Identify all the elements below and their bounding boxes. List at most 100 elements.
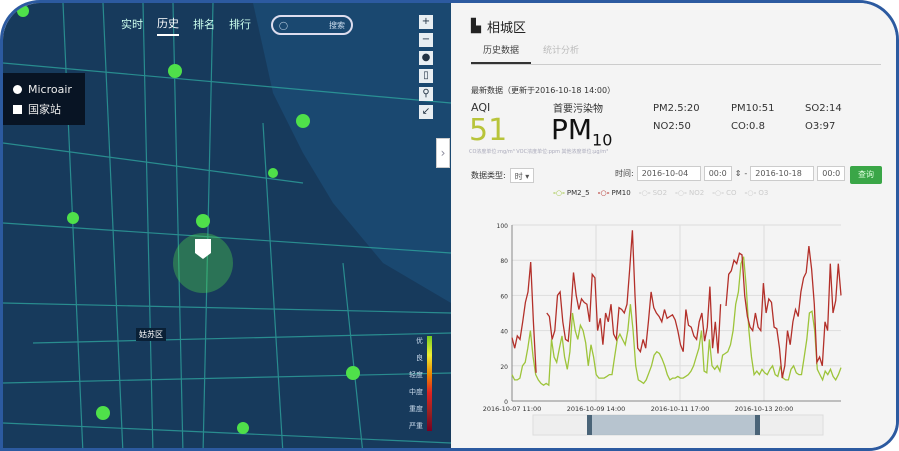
map-controls: + − ● ▯ ⚲ ↙ [419, 15, 433, 119]
legend-o3[interactable]: -○- O3 [744, 189, 769, 197]
legend-pm2_5[interactable]: -○- PM2_5 [553, 189, 590, 197]
legend-label: NO2 [688, 189, 705, 197]
zoom-in-button[interactable]: + [419, 15, 433, 29]
search-placeholder: 搜索 [329, 20, 345, 30]
data-type-value: 时 [514, 172, 523, 181]
district-label: 姑苏区 [136, 328, 166, 341]
pollutant-sub: 10 [592, 130, 613, 150]
legend-label: 国家站 [28, 103, 61, 116]
query-button[interactable]: 查询 [850, 166, 882, 184]
legend-label: PM10 [611, 189, 631, 197]
legend-label: SO2 [652, 189, 668, 197]
tab-statistics[interactable]: 统计分析 [543, 46, 580, 56]
map-nav: 实时 历史 排名 排行 [121, 15, 251, 36]
primary-pollutant-label: 首要污染物 [553, 104, 603, 115]
start-date-input[interactable]: 2016-10-04 [636, 166, 701, 181]
pollutant-main: PM [551, 113, 593, 146]
aqi-scale-labels: 优 良 轻度 中度 重度 严重 [403, 336, 423, 431]
tab-history[interactable]: 历史数据 [471, 43, 532, 64]
metric-o3: O3:97 [805, 121, 836, 132]
range-slider-handle[interactable] [755, 415, 760, 435]
time-range: 时间: 2016-10-04 00:0 ⇕- 2016-10-18 00:0 ⇕ [615, 166, 855, 181]
scale-label: 优 [416, 337, 423, 345]
nav-ranking[interactable]: 排名 [193, 18, 215, 31]
metric-pm10: PM10:51 [731, 103, 775, 114]
legend-microair[interactable]: Microair [13, 79, 75, 99]
scale-label: 严重 [409, 422, 423, 430]
layer-icon[interactable]: ● [419, 51, 433, 65]
scale-label: 轻度 [409, 371, 423, 379]
x-tick-label: 2016-10-11 17:00 [651, 405, 710, 413]
lake [253, 3, 451, 303]
end-date-input[interactable]: 2016-10-18 [750, 166, 815, 181]
time-label: 时间: [615, 169, 634, 178]
selected-station-marker[interactable] [195, 239, 211, 259]
panel-toggle-button[interactable]: › [436, 138, 450, 168]
panel-title: ▙ 相城区 [471, 17, 526, 36]
range-slider-selection [589, 415, 757, 435]
range-slider-handle[interactable] [587, 415, 592, 435]
aqi-value: 51 [469, 113, 508, 148]
station-glows [17, 5, 360, 434]
time-spinner[interactable]: ⇕ [734, 169, 742, 178]
history-chart: 0 20 40 60 80 100 2016-10-07 11:00 2016-10-09 1… [483, 223, 842, 436]
metric-co: CO:0.8 [731, 121, 765, 132]
aqi-label: AQI [471, 101, 491, 114]
nav-list[interactable]: 排行 [229, 18, 251, 31]
legend-pm10[interactable]: -○- PM10 [597, 189, 631, 197]
y-tick-label: 20 [500, 364, 508, 371]
station-legend: Microair 国家站 [3, 73, 85, 125]
primary-pollutant: PM10 [551, 113, 612, 150]
search-input[interactable]: ◯ 搜索 [271, 15, 353, 35]
circle-icon [13, 84, 22, 94]
units-note: CO浓度单位:mg/m³ VOC浓度单位:ppm 其他浓度单位:μg/m³ [469, 149, 609, 155]
legend-national[interactable]: 国家站 [13, 99, 75, 119]
data-type: 数据类型: 时 ▾ [471, 168, 535, 183]
x-tick-label: 2016-10-13 20:00 [735, 405, 794, 413]
collapse-icon[interactable]: ↙ [419, 105, 433, 119]
y-tick-label: 100 [497, 223, 509, 230]
metric-no2: NO2:50 [653, 121, 691, 132]
update-time: 最新数据（更新于2016-10-18 14:00） [471, 86, 616, 95]
series-line-pm10 [511, 230, 842, 379]
scale-label: 良 [416, 354, 423, 362]
series-legend: -○- PM2_5 -○- PM10 -○- SO2 -○- NO2 -○- CO -○- O3 [553, 189, 768, 197]
legend-no2[interactable]: -○- NO2 [675, 189, 705, 197]
map-view[interactable]: 实时 历史 排名 排行 ◯ 搜索 + − ● ▯ ⚲ ↙ Microair 国家… [3, 3, 451, 448]
station-name: 相城区 [487, 21, 527, 36]
legend-label: Microair [28, 82, 72, 96]
panel-tabs: 历史数据 统计分析 [471, 43, 881, 65]
metric-pm25: PM2.5:20 [653, 103, 700, 114]
scale-label: 重度 [409, 405, 423, 413]
start-time-input[interactable]: 00:0 [703, 166, 732, 181]
zoom-out-button[interactable]: − [419, 33, 433, 47]
device-icon[interactable]: ▯ [419, 69, 433, 83]
data-type-select[interactable]: 时 ▾ [509, 168, 535, 183]
end-time-input[interactable]: 00:0 [817, 166, 846, 181]
nav-history[interactable]: 历史 [157, 15, 179, 36]
range-dash: - [744, 169, 748, 178]
metric-so2: SO2:14 [805, 103, 842, 114]
legend-label: PM2_5 [566, 189, 590, 197]
series-line-pm2_5 [511, 256, 842, 387]
search-icon: ◯ [279, 20, 288, 30]
y-tick-label: 60 [500, 293, 508, 300]
legend-so2[interactable]: -○- SO2 [638, 189, 668, 197]
legend-label: CO [726, 189, 737, 197]
y-tick-label: 80 [500, 258, 508, 265]
data-type-label: 数据类型: [471, 171, 506, 180]
scale-label: 中度 [409, 388, 423, 396]
aqi-color-scale [427, 336, 432, 431]
location-icon[interactable]: ⚲ [419, 87, 433, 101]
legend-co[interactable]: -○- CO [712, 189, 737, 197]
roads [3, 3, 451, 448]
x-tick-label: 2016-10-09 14:00 [567, 405, 626, 413]
legend-label: O3 [758, 189, 769, 197]
y-tick-label: 40 [500, 329, 508, 336]
y-tick-label: 0 [504, 399, 508, 406]
square-icon [13, 104, 22, 114]
nav-realtime[interactable]: 实时 [121, 18, 143, 31]
building-icon: ▙ [471, 19, 481, 34]
map-canvas [3, 3, 451, 448]
